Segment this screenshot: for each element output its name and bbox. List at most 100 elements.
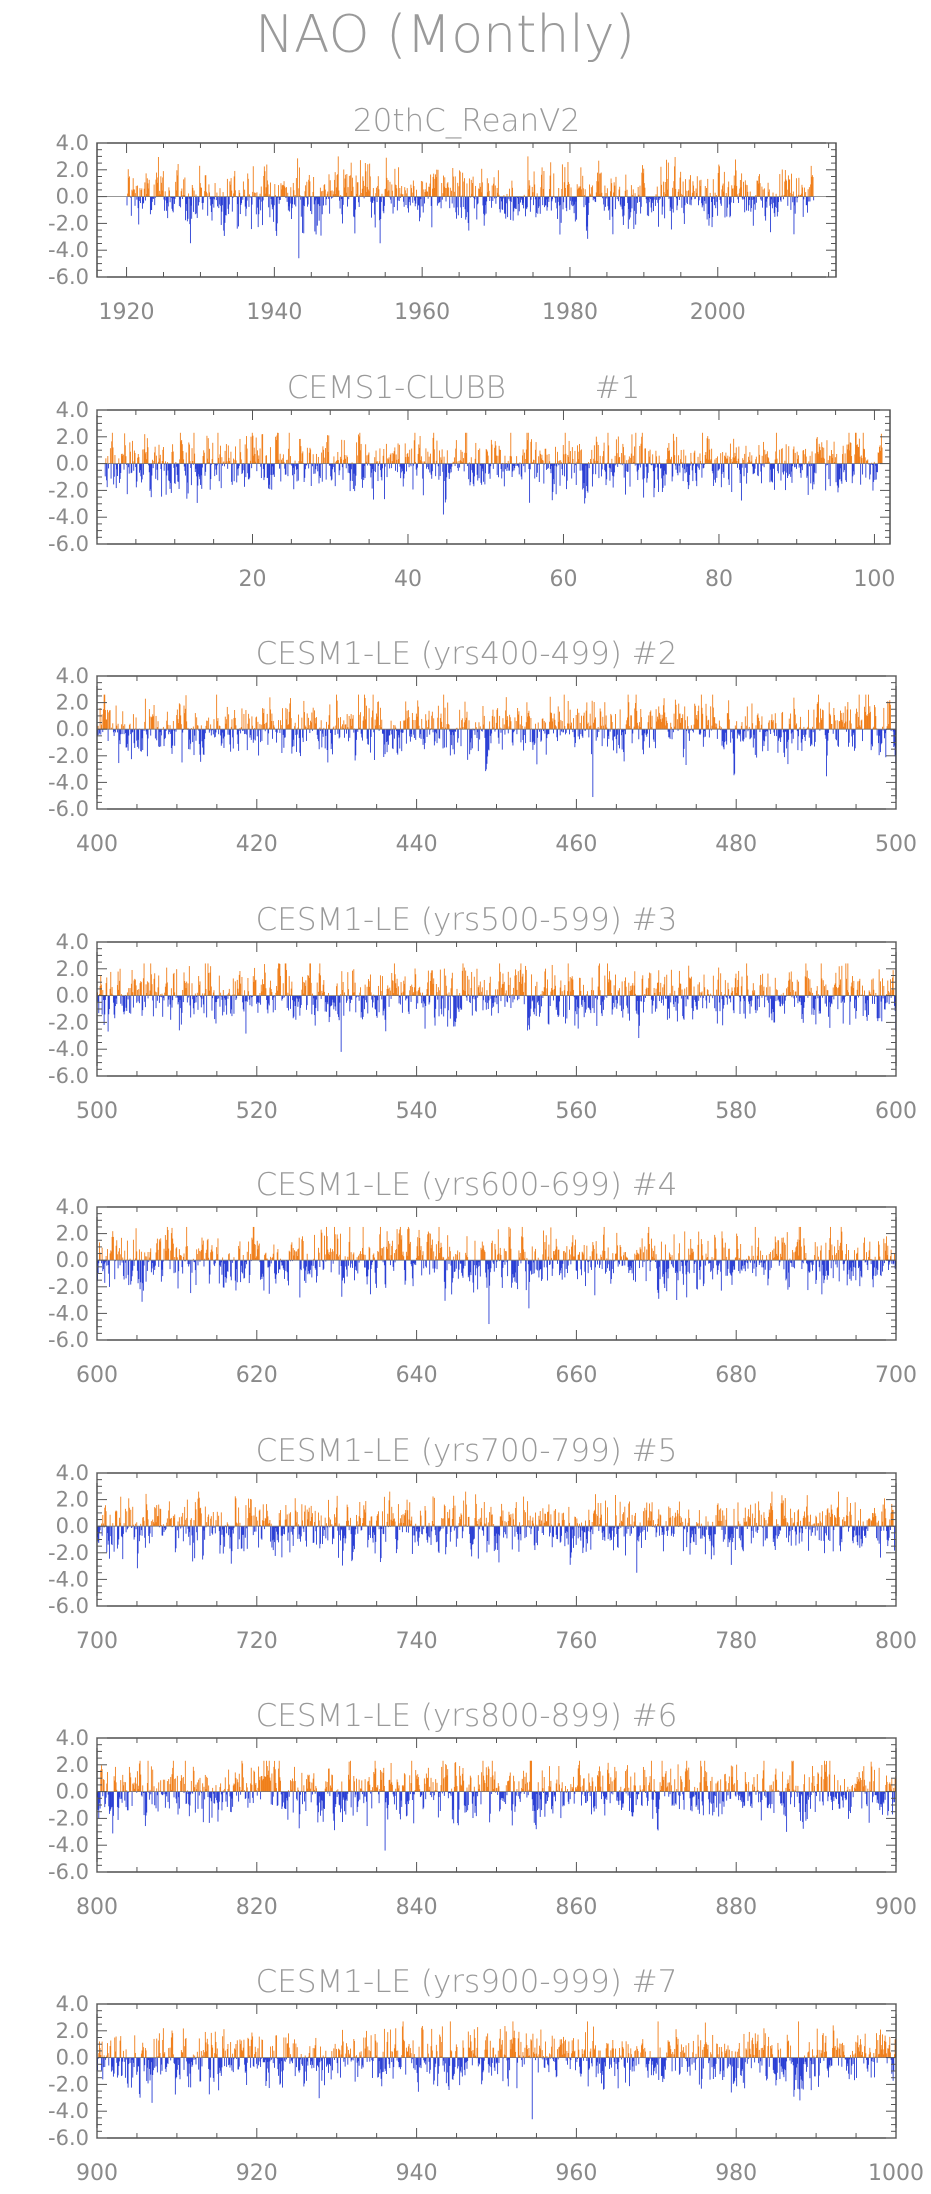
nao-bar [244,990,246,996]
nao-bar [872,995,873,1004]
nao-bar [284,186,286,197]
nao-bar [636,995,638,1001]
nao-bar [477,995,479,998]
nao-bar [755,456,757,464]
nao-bar [540,458,542,464]
nao-bar [132,992,134,996]
nao-bar [525,965,527,996]
nao-bar [247,173,249,197]
nao-bar [780,463,782,481]
nao-bar [138,989,140,996]
nao-bar [443,694,445,730]
nao-bar [335,995,337,1011]
nao-bar [150,729,152,736]
nao-bar [274,727,276,730]
nao-bar [597,729,598,738]
nao-bar [606,463,608,480]
nao-bar [252,435,254,464]
nao-bar [204,175,206,197]
nao-bar [326,193,328,197]
nao-bar [507,463,509,468]
nao-bar [749,191,751,197]
nao-bar [749,196,751,200]
nao-bar [231,463,233,482]
nao-bar [623,995,625,997]
nao-bar [178,463,180,489]
nao-bar [122,995,124,1012]
nao-bar [685,455,687,464]
nao-bar [629,196,630,220]
nao-bar [595,995,596,999]
nao-bar [313,196,315,205]
nao-bar [765,995,767,998]
nao-bar [743,729,745,740]
nao-bar [810,992,812,996]
nao-bar [254,728,256,730]
nao-bar [521,725,523,730]
nao-bar [724,729,726,733]
nao-bar [169,725,171,730]
nao-bar [330,729,332,750]
nao-bar [179,459,181,464]
nao-bar [383,995,385,1011]
nao-bar [449,995,451,997]
nao-bar [564,432,566,464]
nao-bar [767,457,769,464]
nao-bar [258,196,260,215]
nao-bar [648,456,650,464]
nao-bar [496,995,498,1005]
nao-bar [843,463,845,473]
nao-bar [607,729,609,736]
nao-bar [103,995,105,1025]
nao-bar [200,725,202,730]
nao-bar [588,196,590,203]
nao-bar [694,196,696,200]
nao-bar [838,966,840,996]
nao-bar [416,991,418,996]
nao-bar [137,185,138,197]
nao-bar [681,196,683,208]
nao-bar [194,995,196,1003]
nao-bar [607,729,608,747]
nao-bar [748,726,750,730]
nao-bar [359,992,361,996]
nao-bar [348,463,350,466]
nao-bar [800,193,802,197]
nao-bar [471,463,473,471]
nao-bar [198,196,199,206]
nao-bar [467,196,469,213]
nao-bar [102,729,104,733]
nao-bar [398,995,400,1004]
nao-bar [858,438,860,464]
nao-bar [564,463,566,477]
nao-bar [502,463,504,472]
nao-bar [664,712,666,730]
nao-bar [126,196,128,206]
nao-bar [339,995,341,1003]
nao-bar [563,196,565,203]
nao-bar [852,729,854,735]
nao-bar [609,729,611,732]
nao-bar [781,712,783,730]
nao-bar [385,994,387,996]
nao-bar [433,173,435,197]
nao-bar [364,185,366,197]
nao-bar [568,723,570,730]
nao-bar [364,694,365,730]
nao-bar [659,714,661,730]
nao-bar [473,463,475,487]
nao-bar [367,164,369,197]
nao-bar [754,729,756,755]
nao-bar [373,729,375,760]
nao-bar [430,728,432,730]
nao-bar [771,463,773,482]
nao-bar [366,191,368,197]
nao-bar [470,987,472,996]
nao-bar [865,995,867,1004]
nao-bar [681,462,683,464]
nao-bar [689,196,691,205]
nao-bar [215,995,217,1024]
nao-bar [340,195,342,197]
nao-bar [836,453,838,464]
nao-bar [270,980,272,996]
